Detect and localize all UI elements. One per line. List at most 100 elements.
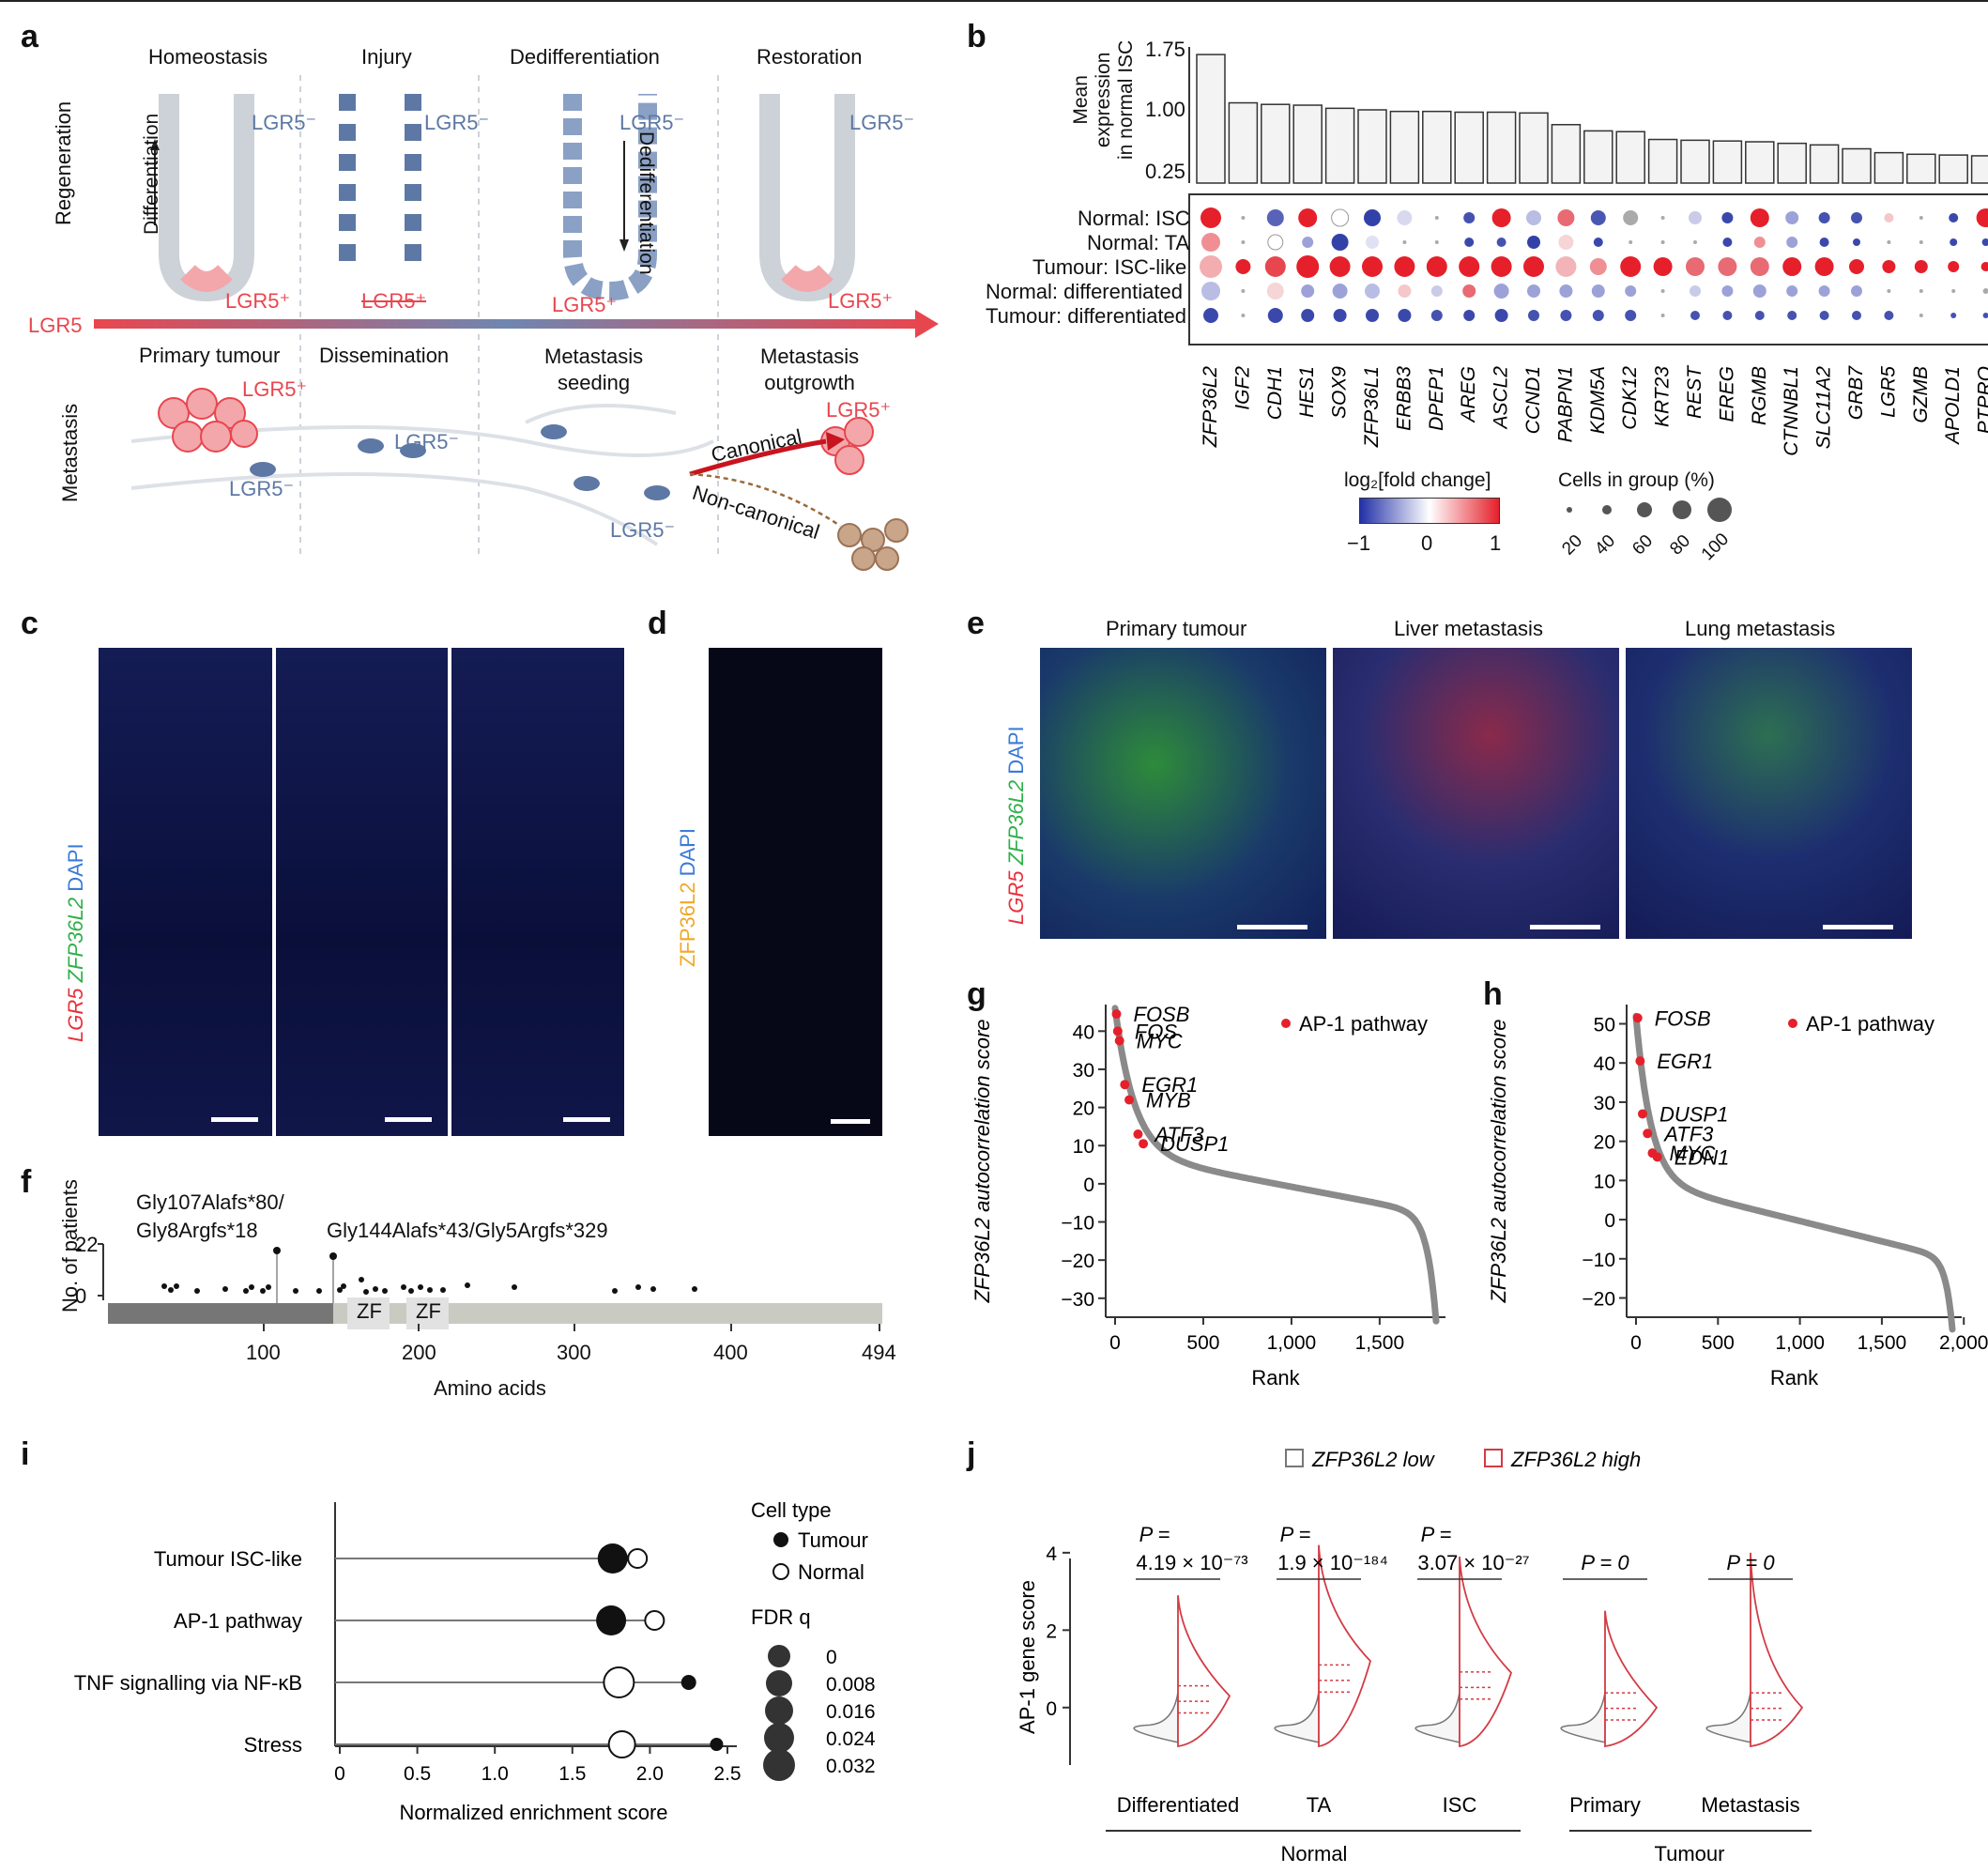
- svg-h-ytick-−20: −20: [1582, 1288, 1615, 1310]
- b-dot-r0-PABPN1: [1557, 209, 1575, 226]
- svg-g-ytick-30: 30: [1073, 1060, 1094, 1082]
- panel-i-chart: Tumour ISC-like AP-1 pathway TNF signallin…: [74, 1498, 876, 1824]
- e-stain-label: LGR5 ZFP36L2 DAPI: [1004, 726, 1028, 925]
- svg-h-point-FOSB: [1632, 1013, 1643, 1023]
- b-dot-r0-EREG: [1721, 212, 1734, 223]
- b-dot-r0-REST: [1689, 211, 1702, 224]
- f-ytick-0: 0: [75, 1284, 87, 1308]
- b-dot-r4-HES1: [1301, 309, 1315, 322]
- b-dot-r3-PTPRO: [1982, 288, 1988, 294]
- b-colorbar: [1359, 498, 1500, 524]
- b-dot-r2-GZMB: [1914, 260, 1928, 273]
- b-gene-label-CDH1: CDH1: [1264, 366, 1286, 420]
- j-legend-low: ZFP36L2 low: [1311, 1448, 1436, 1471]
- svg-h-xtick-2,000: 2,000: [1939, 1332, 1988, 1354]
- i-normal-point-2: [603, 1666, 635, 1698]
- svg-h-legend-marker: [1788, 1019, 1797, 1028]
- stage-metastasis-seeding: Metastasis seeding: [544, 345, 644, 394]
- panel-a: Homeostasis Injury Dedifferentiation Res…: [0, 0, 948, 582]
- b-dot-r4-PABPN1: [1560, 310, 1572, 321]
- i-legend-tumour-marker: [773, 1532, 788, 1547]
- b-bar-CTNNBL1: [1777, 142, 1807, 184]
- j-pvalue-head-2: P =: [1421, 1523, 1452, 1546]
- i-xlabel: Normalized enrichment score: [399, 1801, 667, 1824]
- svg-g-point-MYB: [1124, 1095, 1135, 1105]
- i-category-3: Stress: [244, 1733, 302, 1757]
- b-row-normal-isc: Normal: ISC: [1078, 207, 1190, 230]
- b-gene-label-LGR5: LGR5: [1877, 366, 1899, 418]
- b-dot-r3-REST: [1690, 285, 1701, 297]
- svg-g-rank-curve: [1111, 1005, 1440, 1325]
- f-mut1-label: Gly107Alafs*80/ Gly8Argfs*18: [136, 1190, 284, 1242]
- i-category-0: Tumour ISC-like: [154, 1547, 302, 1571]
- b-dot-r1-LGR5: [1887, 240, 1891, 244]
- b-bar-DPEP1: [1422, 110, 1452, 184]
- b-gene-label-GZMB: GZMB: [1910, 366, 1932, 423]
- b-row-tumour-diff: Tumour: differentiated: [986, 304, 1187, 328]
- j-pvalue-head-0: P =: [1139, 1523, 1170, 1546]
- panel-letter-f: f: [21, 1164, 32, 1200]
- b-bar-RGMB: [1745, 141, 1775, 184]
- b-dot-r1-GRB7: [1853, 238, 1860, 246]
- b-dot-r4-PTPRO: [1982, 313, 1988, 318]
- svg-h-point-ATF3: [1643, 1128, 1653, 1139]
- lgr5-neg-label-2: LGR5⁻: [424, 111, 490, 134]
- j-violin-high-Primary: [1604, 1610, 1659, 1748]
- differentiation-label: Differentiation: [141, 113, 162, 235]
- b-dot-r0-SOX9: [1331, 208, 1350, 227]
- lgr5-gradient-arrow: [94, 319, 920, 329]
- stage-primary-tumour: Primary tumour: [139, 344, 281, 367]
- b-dot-r1-CDK12: [1629, 240, 1633, 244]
- f-zf-1: ZF: [357, 1299, 382, 1323]
- j-violin-high-TA: [1318, 1544, 1372, 1748]
- b-dot-r4-APOLD1: [1950, 313, 1957, 318]
- b-dot-r1-APOLD1: [1950, 238, 1958, 246]
- f-xtick-100: 100: [246, 1341, 281, 1364]
- lgr5-axis-label: LGR5: [28, 314, 83, 337]
- b-dot-r4-CDH1: [1267, 308, 1283, 323]
- svg-g-ylabel: ZFP36L2 autocorrelation score: [971, 1019, 994, 1303]
- b-dot-r0-CTNNBL1: [1785, 211, 1799, 224]
- b-dot-r4-AREG: [1463, 310, 1476, 321]
- svg-g-point-ATF3: [1133, 1129, 1143, 1140]
- j-legend-low-marker: [1285, 1449, 1304, 1467]
- b-gene-label-SLC11A2: SLC11A2: [1813, 366, 1835, 450]
- i-xtick-0: 0: [334, 1763, 345, 1785]
- svg-h-xtick-500: 500: [1702, 1332, 1735, 1354]
- b-gene-label-CCND1: CCND1: [1522, 366, 1544, 434]
- j-xtick-Primary: Primary: [1569, 1793, 1641, 1817]
- svg-h-ylabel: ZFP36L2 autocorrelation score: [1487, 1019, 1510, 1303]
- b-dot-r1-KRT23: [1660, 240, 1665, 244]
- b-bar-GRB7: [1842, 147, 1872, 184]
- b-dot-r2-KDM5A: [1589, 258, 1607, 275]
- d-stain-label: ZFP36L2 DAPI: [676, 828, 699, 967]
- b-dot-r0-GZMB: [1919, 216, 1923, 220]
- lgr5-neg-label-4: LGR5⁻: [849, 111, 915, 134]
- b-dot-r1-ERBB3: [1402, 240, 1407, 244]
- b-gene-label-ASCL2: ASCL2: [1491, 366, 1512, 431]
- panel-letter-g: g: [967, 976, 986, 1012]
- regeneration-label: Regeneration: [52, 100, 75, 225]
- b-dot-r2-RGMB: [1750, 257, 1769, 276]
- j-pvalue-0: 4.19 × 10⁻⁷³: [1136, 1551, 1247, 1574]
- b-dot-r2-SOX9: [1329, 256, 1351, 277]
- b-bar-CDK12: [1615, 130, 1645, 184]
- b-bar-REST: [1680, 139, 1710, 184]
- b-dot-r2-HES1: [1296, 255, 1320, 278]
- svg-g-xtick-500: 500: [1186, 1332, 1219, 1354]
- svg-h-label-EGR1: EGR1: [1657, 1050, 1713, 1073]
- svg-h-ytick-30: 30: [1594, 1093, 1615, 1114]
- f-xtick-400: 400: [713, 1341, 748, 1364]
- b-dot-r2-ZFP36L2: [1200, 255, 1222, 278]
- e-scalebar-3: [1823, 925, 1893, 929]
- i-xtick-1.0: 1.0: [482, 1763, 509, 1785]
- b-dot-r1-PABPN1: [1558, 235, 1574, 250]
- b-dot-r0-ZFP36L1: [1364, 209, 1381, 226]
- j-violin-low-TA: [1274, 1692, 1320, 1743]
- b-dot-r2-ERBB3: [1394, 256, 1415, 277]
- j-pvalue-2: 3.07 × 10⁻²⁷: [1417, 1551, 1529, 1574]
- svg-g-label-EGR1: EGR1: [1141, 1073, 1198, 1097]
- panel-letter-b: b: [967, 19, 986, 54]
- top-rule: [0, 0, 1988, 2]
